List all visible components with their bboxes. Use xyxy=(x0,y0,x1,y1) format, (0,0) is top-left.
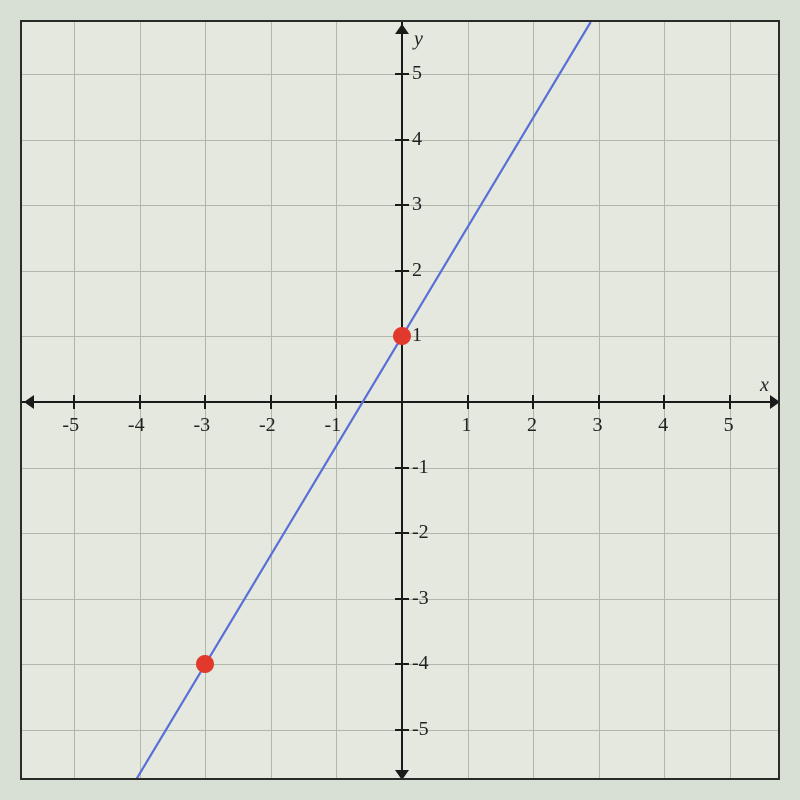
y-tick-label: -1 xyxy=(412,456,429,479)
y-tick xyxy=(395,270,409,272)
y-tick xyxy=(395,139,409,141)
y-tick-label: 3 xyxy=(412,193,422,216)
data-point xyxy=(196,655,214,673)
x-tick-label: -2 xyxy=(259,414,276,437)
x-tick xyxy=(663,395,665,409)
x-tick xyxy=(729,395,731,409)
x-tick xyxy=(73,395,75,409)
axis-arrow-right xyxy=(770,395,780,409)
y-tick-label: -5 xyxy=(412,718,429,741)
y-tick-label: 4 xyxy=(412,128,422,151)
y-tick xyxy=(395,598,409,600)
chart-frame: -5 -4 -3 -2 -1 1 2 3 4 5 -5 -4 -3 -2 -1 1 2 3 4 5 y x xyxy=(20,20,780,780)
y-tick-label: 5 xyxy=(412,62,422,85)
x-tick xyxy=(139,395,141,409)
x-tick xyxy=(270,395,272,409)
axis-arrow-down xyxy=(395,770,409,780)
y-tick-label: -3 xyxy=(412,587,429,610)
y-tick-label: 1 xyxy=(412,324,422,347)
x-tick-label: 2 xyxy=(527,414,537,437)
y-tick xyxy=(395,204,409,206)
data-point xyxy=(393,327,411,345)
y-tick-label: -2 xyxy=(412,521,429,544)
y-tick-label: -4 xyxy=(412,652,429,675)
axis-arrow-up xyxy=(395,24,409,34)
x-tick xyxy=(532,395,534,409)
y-tick-label: 2 xyxy=(412,259,422,282)
y-tick xyxy=(395,729,409,731)
x-tick xyxy=(204,395,206,409)
x-tick-label: -1 xyxy=(324,414,341,437)
x-tick-label: -4 xyxy=(128,414,145,437)
x-tick xyxy=(598,395,600,409)
axis-arrow-left xyxy=(24,395,34,409)
x-tick-label: 5 xyxy=(724,414,734,437)
x-tick-label: 3 xyxy=(593,414,603,437)
x-tick xyxy=(467,395,469,409)
y-axis-label: y xyxy=(414,28,423,51)
x-axis-label: x xyxy=(760,374,769,397)
x-tick-label: 4 xyxy=(658,414,668,437)
y-tick xyxy=(395,73,409,75)
y-tick xyxy=(395,663,409,665)
x-tick-label: -5 xyxy=(62,414,79,437)
x-tick-label: 1 xyxy=(462,414,472,437)
x-tick-label: -3 xyxy=(193,414,210,437)
x-tick xyxy=(335,395,337,409)
y-tick xyxy=(395,532,409,534)
y-tick xyxy=(395,467,409,469)
